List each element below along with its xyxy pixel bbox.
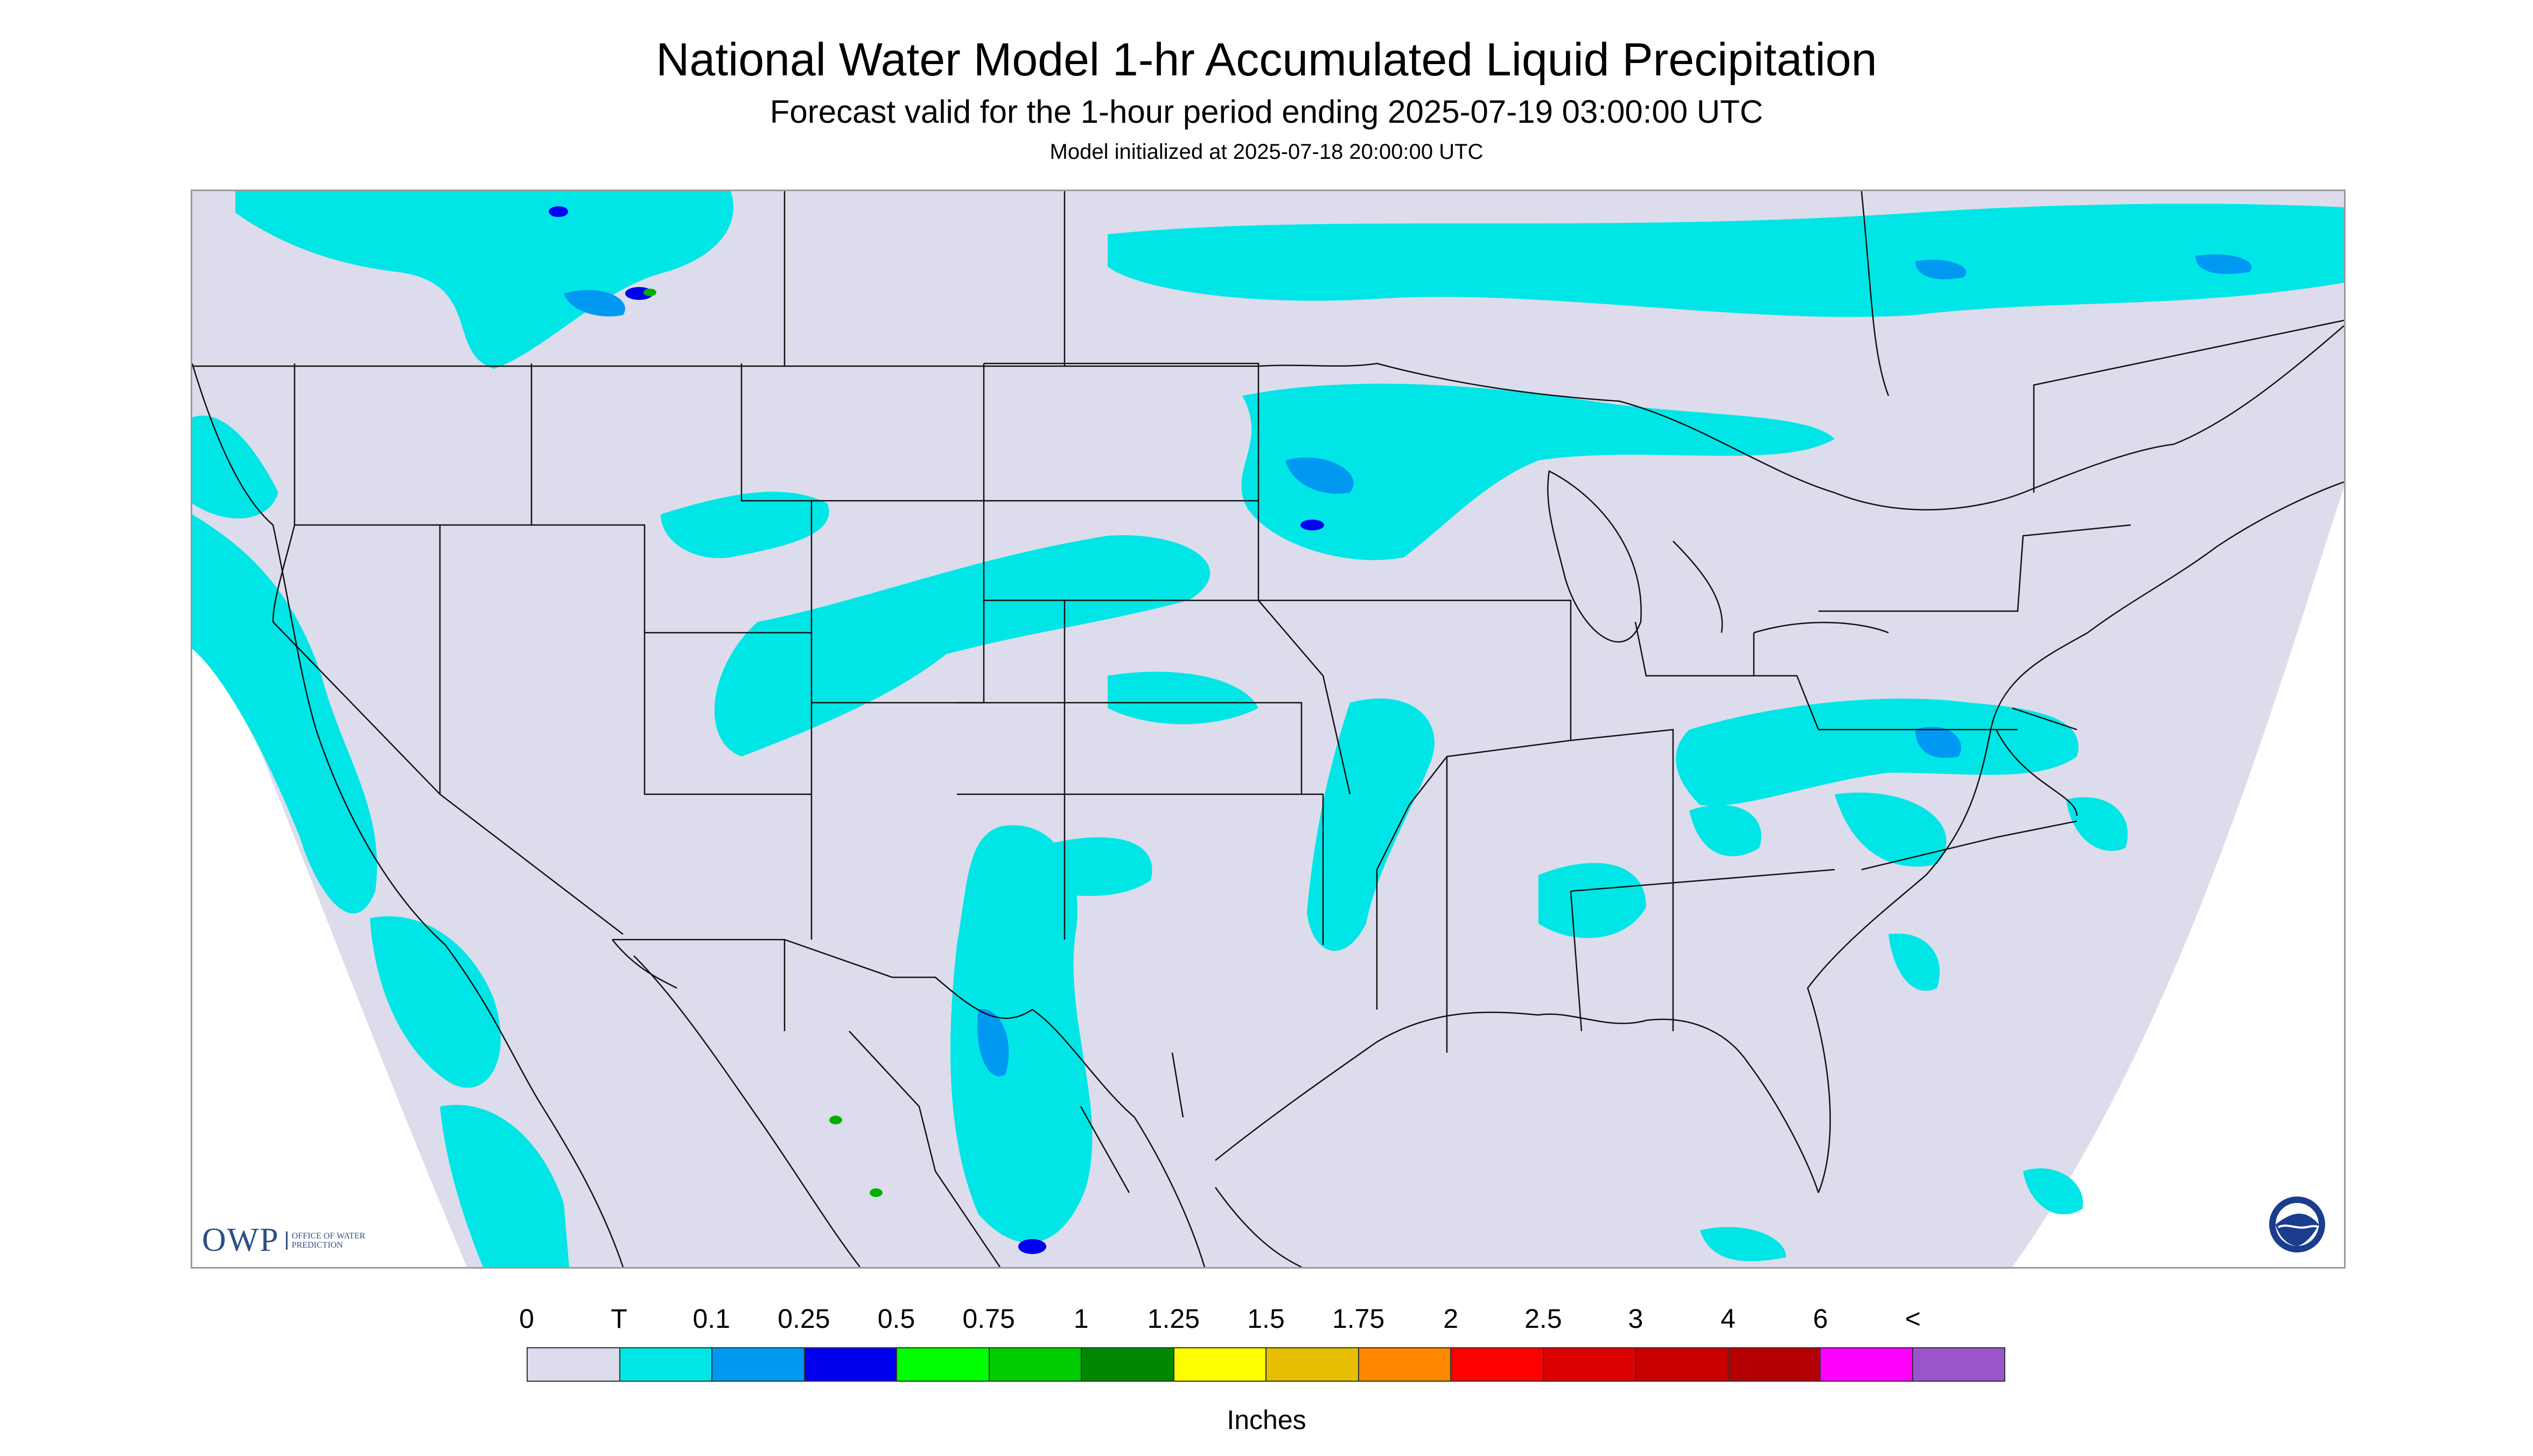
precip-area bbox=[370, 916, 501, 1088]
legend-label: 1 bbox=[1073, 1304, 1089, 1334]
legend-labels: 0 T 0.1 0.25 0.5 0.75 1 1.25 1.5 1.75 2 2.5 3 4 6 < bbox=[519, 1303, 2005, 1335]
legend-swatch bbox=[1542, 1347, 1636, 1382]
map-title: National Water Model 1-hr Accumulated Li… bbox=[656, 34, 1877, 86]
owp-logo-word: OWP bbox=[202, 1222, 279, 1258]
legend-label: 1.75 bbox=[1332, 1304, 1385, 1334]
legend-label: < bbox=[1905, 1304, 1921, 1334]
legend-swatch bbox=[1450, 1347, 1544, 1382]
legend-colorbar bbox=[527, 1347, 2005, 1382]
precip-area bbox=[2066, 797, 2128, 851]
boundary-lines bbox=[192, 191, 2344, 1267]
southwest-mexico-lines bbox=[612, 939, 1184, 1267]
precip-core bbox=[643, 289, 656, 296]
legend-label: 2 bbox=[1443, 1304, 1459, 1334]
legend-swatch bbox=[1635, 1347, 1729, 1382]
precip-area bbox=[2023, 1168, 2083, 1215]
legend-label: 4 bbox=[1720, 1304, 1736, 1334]
precip-core bbox=[2195, 254, 2252, 274]
legend-label: 0.25 bbox=[778, 1304, 830, 1334]
model-domain bbox=[192, 191, 2344, 1267]
legend-label: 2.5 bbox=[1524, 1304, 1562, 1334]
legend-units: Inches bbox=[1227, 1405, 1306, 1435]
precip-core bbox=[1915, 260, 1967, 279]
precip-core bbox=[1285, 457, 1354, 494]
legend-swatch bbox=[1727, 1347, 1821, 1382]
gulf-coast bbox=[1215, 1011, 1820, 1193]
precip-area bbox=[440, 1104, 569, 1267]
precip-core bbox=[1300, 520, 1324, 530]
legend-swatch bbox=[1081, 1347, 1174, 1382]
atlantic-coast bbox=[1807, 481, 2344, 1193]
precip-area bbox=[1888, 933, 1940, 991]
legend-swatch bbox=[1912, 1347, 2005, 1382]
pacific-coast bbox=[192, 363, 624, 1267]
precip-area bbox=[1108, 204, 2344, 317]
precip-core bbox=[870, 1188, 883, 1197]
precip-area bbox=[661, 492, 829, 558]
legend-swatch bbox=[1820, 1347, 1913, 1382]
precip-area bbox=[950, 825, 1093, 1243]
mexico-coast bbox=[633, 955, 1302, 1267]
owp-logo: OWP OFFICE OF WATER PREDICTION bbox=[202, 1221, 373, 1259]
legend-swatch bbox=[988, 1347, 1082, 1382]
precip-area bbox=[1108, 671, 1258, 724]
legend-swatch bbox=[803, 1347, 897, 1382]
precip-core bbox=[1018, 1239, 1046, 1254]
model-init-text: Model initialized at 2025-07-18 20:00:00… bbox=[1049, 140, 1484, 164]
map-canvas bbox=[192, 191, 2344, 1267]
precip-core bbox=[549, 206, 568, 217]
noaa-logo-icon bbox=[2269, 1196, 2325, 1252]
us-mexico-border bbox=[612, 939, 1206, 1267]
canada-us-border bbox=[192, 325, 2344, 510]
legend-swatch bbox=[1265, 1347, 1359, 1382]
precip-area bbox=[192, 415, 278, 519]
legend-swatch bbox=[711, 1347, 805, 1382]
state-lines-east bbox=[1291, 524, 2131, 1053]
precip-area bbox=[1241, 383, 1835, 561]
precip-area bbox=[1676, 698, 2079, 806]
legend-swatch bbox=[896, 1347, 990, 1382]
precip-core bbox=[829, 1116, 842, 1124]
precip-area bbox=[1538, 863, 1646, 939]
state-lines-plains bbox=[957, 362, 1351, 945]
great-lakes-coast bbox=[1547, 470, 1889, 643]
legend-swatch bbox=[527, 1347, 620, 1382]
precip-area bbox=[714, 535, 1210, 757]
legend-label: 3 bbox=[1628, 1304, 1643, 1334]
legend-label: 0.5 bbox=[877, 1304, 915, 1334]
legend-label: 1.25 bbox=[1147, 1304, 1200, 1334]
precipitation-map: OWP OFFICE OF WATER PREDICTION bbox=[191, 190, 2346, 1269]
legend-swatch bbox=[1173, 1347, 1266, 1382]
legend-label: 6 bbox=[1813, 1304, 1828, 1334]
legend-swatch bbox=[619, 1347, 712, 1382]
precip-area bbox=[235, 191, 733, 369]
precip-area bbox=[1307, 698, 1435, 951]
precip-core bbox=[977, 1009, 1009, 1076]
precip-area bbox=[1689, 804, 1761, 857]
legend-label: 0 bbox=[519, 1304, 534, 1334]
legend-label: 1.5 bbox=[1247, 1304, 1285, 1334]
precip-light-areas bbox=[564, 254, 2252, 1076]
legend-label: 0.1 bbox=[692, 1304, 731, 1334]
precip-area bbox=[1032, 837, 1152, 896]
precip-heavy-areas bbox=[643, 289, 883, 1197]
owp-logo-subtitle: OFFICE OF WATER PREDICTION bbox=[285, 1231, 373, 1250]
precip-area bbox=[1700, 1227, 1786, 1262]
forecast-valid-subtitle: Forecast valid for the 1-hour period end… bbox=[769, 94, 1764, 130]
precip-core bbox=[1915, 726, 1962, 758]
legend-label: 0.75 bbox=[962, 1304, 1015, 1334]
legend-label: T bbox=[611, 1304, 627, 1334]
canadian-province-lines bbox=[783, 191, 2344, 493]
precip-moderate-areas bbox=[549, 206, 1324, 1254]
precip-area bbox=[1835, 792, 1947, 867]
precip-area bbox=[192, 514, 377, 914]
precip-core bbox=[564, 290, 625, 317]
legend-swatch bbox=[1358, 1347, 1451, 1382]
precip-trace-areas bbox=[192, 191, 2344, 1267]
